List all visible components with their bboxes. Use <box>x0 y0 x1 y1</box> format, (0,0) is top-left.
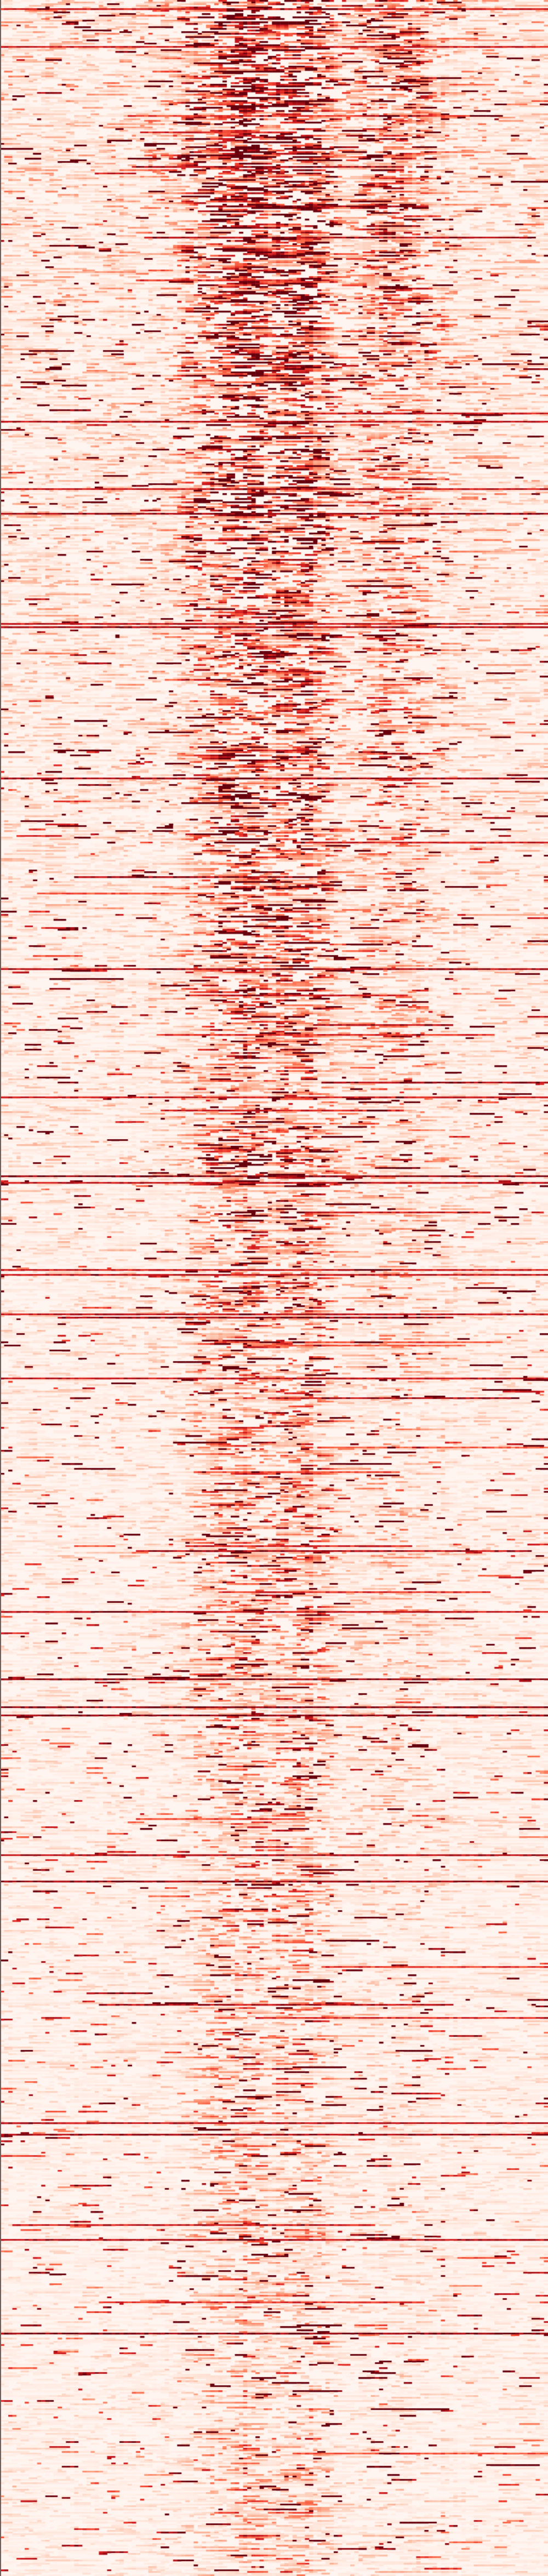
y-axis-spine <box>0 0 1 2576</box>
